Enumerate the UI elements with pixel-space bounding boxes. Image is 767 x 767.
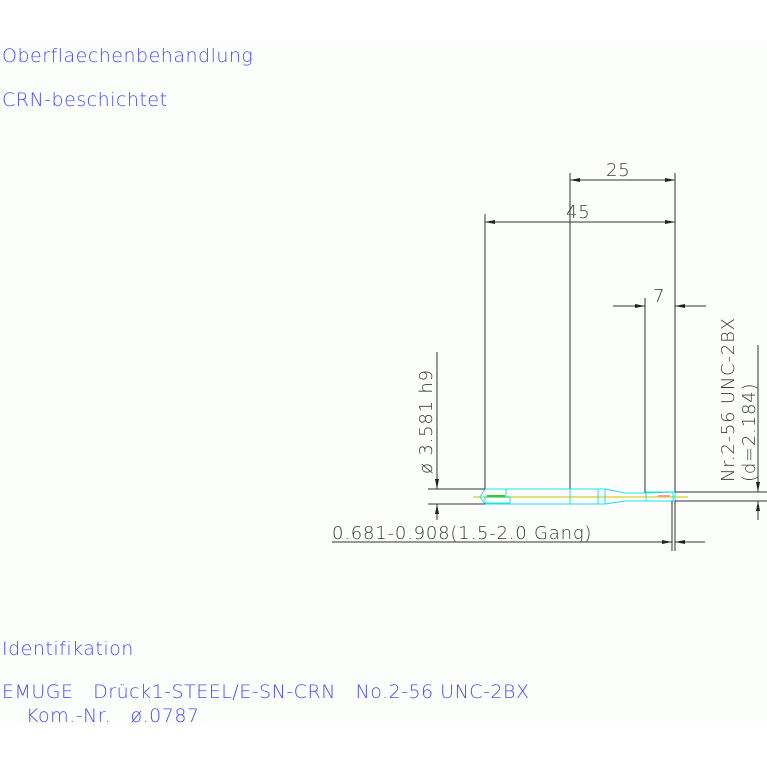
thread-d-label: (d=2.184) — [739, 383, 760, 482]
dimension-25: 25 — [569, 160, 676, 497]
dimension-25-label: 25 — [606, 160, 631, 181]
thread-spec-label: Nr.2-56 UNC-2BX — [718, 317, 739, 482]
chamfer-label: 0.681-0.908(1.5-2.0 Gang) — [332, 523, 592, 544]
ident-heading: Identifikation — [2, 638, 134, 660]
dimension-45-label: 45 — [566, 202, 591, 223]
drawing-area — [0, 40, 767, 725]
dimension-45: 45 — [484, 202, 675, 489]
diameter-dimension: ø 3.581 h9 — [416, 352, 485, 520]
ident-line1: EMUGE Drück1-STEEL/E-SN-CRN No.2-56 UNC-… — [2, 681, 529, 703]
surface-heading: Oberflaechenbehandlung — [2, 45, 253, 67]
ident-line2: Kom.-Nr. ø.0787 — [26, 705, 200, 727]
surface-value: CRN-beschichtet — [2, 89, 168, 111]
chamfer-dimension: 0.681-0.908(1.5-2.0 Gang) — [332, 501, 705, 551]
dimension-7-label: 7 — [653, 286, 665, 307]
dimension-7: 7 — [613, 286, 706, 493]
diameter-label: ø 3.581 h9 — [416, 369, 437, 474]
thread-dimension: Nr.2-56 UNC-2BX (d=2.184) — [675, 317, 767, 520]
